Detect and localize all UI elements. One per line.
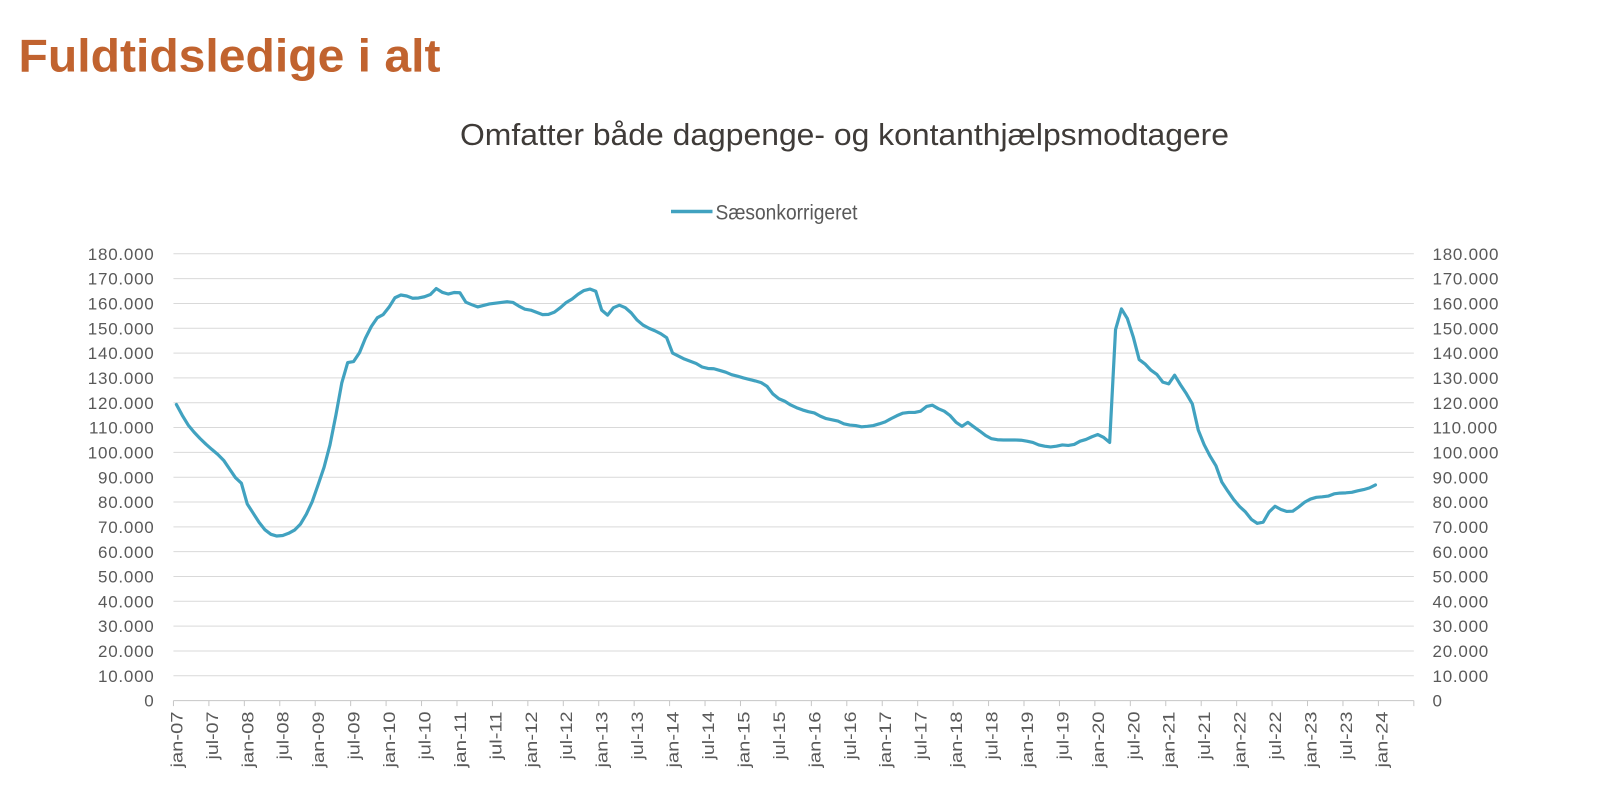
svg-text:jul-09: jul-09: [345, 712, 364, 761]
svg-text:50.000: 50.000: [98, 568, 155, 587]
svg-text:70.000: 70.000: [1433, 518, 1490, 537]
svg-text:jul-21: jul-21: [1195, 712, 1214, 761]
svg-text:30.000: 30.000: [1433, 617, 1490, 636]
svg-text:Fuldtidsledige i alt: Fuldtidsledige i alt: [19, 30, 441, 82]
svg-text:140.000: 140.000: [1433, 344, 1500, 363]
svg-text:40.000: 40.000: [98, 592, 155, 611]
svg-text:Omfatter både dagpenge- og kon: Omfatter både dagpenge- og kontanthjælps…: [460, 117, 1229, 152]
svg-text:120.000: 120.000: [88, 394, 155, 413]
svg-text:60.000: 60.000: [98, 543, 155, 562]
svg-text:jan-07: jan-07: [167, 712, 186, 769]
svg-text:jan-16: jan-16: [805, 712, 824, 769]
svg-text:Sæsonkorrigeret: Sæsonkorrigeret: [716, 202, 858, 225]
svg-text:jan-19: jan-19: [1018, 712, 1037, 769]
svg-text:150.000: 150.000: [1433, 319, 1500, 338]
svg-text:30.000: 30.000: [98, 617, 155, 636]
svg-text:jan-15: jan-15: [734, 712, 753, 769]
svg-text:jan-18: jan-18: [947, 712, 966, 769]
svg-text:jul-14: jul-14: [699, 712, 718, 761]
svg-text:120.000: 120.000: [1433, 394, 1500, 413]
svg-text:10.000: 10.000: [98, 667, 155, 686]
svg-text:170.000: 170.000: [1433, 270, 1500, 289]
svg-text:170.000: 170.000: [88, 270, 155, 289]
svg-text:jul-13: jul-13: [628, 712, 647, 761]
svg-text:90.000: 90.000: [1433, 468, 1490, 487]
svg-text:0: 0: [144, 692, 154, 711]
svg-text:jul-19: jul-19: [1053, 712, 1072, 761]
svg-text:jan-21: jan-21: [1160, 712, 1179, 769]
svg-text:jan-20: jan-20: [1089, 712, 1108, 769]
svg-text:jul-18: jul-18: [983, 712, 1002, 761]
svg-text:80.000: 80.000: [98, 493, 155, 512]
svg-text:160.000: 160.000: [88, 295, 155, 314]
svg-text:jan-08: jan-08: [238, 712, 257, 769]
svg-text:180.000: 180.000: [88, 245, 155, 264]
svg-text:jan-13: jan-13: [593, 712, 612, 769]
svg-text:100.000: 100.000: [88, 443, 155, 462]
svg-text:50.000: 50.000: [1433, 568, 1490, 587]
svg-text:110.000: 110.000: [1433, 419, 1498, 438]
svg-text:180.000: 180.000: [1433, 245, 1500, 264]
svg-text:jul-12: jul-12: [557, 712, 576, 761]
svg-text:jul-07: jul-07: [203, 712, 222, 761]
svg-text:jan-24: jan-24: [1372, 712, 1391, 769]
svg-text:150.000: 150.000: [88, 319, 155, 338]
svg-text:140.000: 140.000: [88, 344, 155, 363]
svg-text:100.000: 100.000: [1433, 443, 1500, 462]
svg-text:jul-10: jul-10: [415, 712, 434, 761]
svg-text:60.000: 60.000: [1433, 543, 1490, 562]
svg-text:130.000: 130.000: [1433, 369, 1500, 388]
svg-text:0: 0: [1433, 692, 1443, 711]
svg-text:10.000: 10.000: [1433, 667, 1490, 686]
svg-text:jan-09: jan-09: [309, 712, 328, 769]
svg-text:jan-11: jan-11: [451, 712, 470, 769]
svg-text:jul-15: jul-15: [770, 712, 789, 761]
svg-text:70.000: 70.000: [98, 518, 155, 537]
svg-text:jan-23: jan-23: [1301, 712, 1320, 769]
svg-text:jan-14: jan-14: [664, 712, 683, 769]
svg-text:jan-17: jan-17: [876, 712, 895, 769]
svg-text:40.000: 40.000: [1433, 592, 1490, 611]
svg-text:20.000: 20.000: [98, 642, 155, 661]
svg-text:jul-22: jul-22: [1266, 712, 1285, 761]
svg-text:jan-12: jan-12: [522, 712, 541, 769]
svg-text:jan-10: jan-10: [380, 712, 399, 769]
svg-text:20.000: 20.000: [1433, 642, 1490, 661]
svg-text:jul-20: jul-20: [1124, 712, 1143, 761]
svg-text:130.000: 130.000: [88, 369, 155, 388]
svg-text:90.000: 90.000: [98, 468, 155, 487]
svg-text:110.000: 110.000: [89, 419, 154, 438]
svg-text:jan-22: jan-22: [1231, 712, 1250, 769]
svg-text:80.000: 80.000: [1433, 493, 1490, 512]
svg-text:jul-23: jul-23: [1337, 712, 1356, 761]
svg-text:jul-16: jul-16: [841, 712, 860, 761]
svg-text:jul-08: jul-08: [274, 712, 293, 761]
svg-text:jul-11: jul-11: [486, 712, 505, 761]
svg-text:160.000: 160.000: [1433, 295, 1500, 314]
svg-text:jul-17: jul-17: [912, 712, 931, 761]
